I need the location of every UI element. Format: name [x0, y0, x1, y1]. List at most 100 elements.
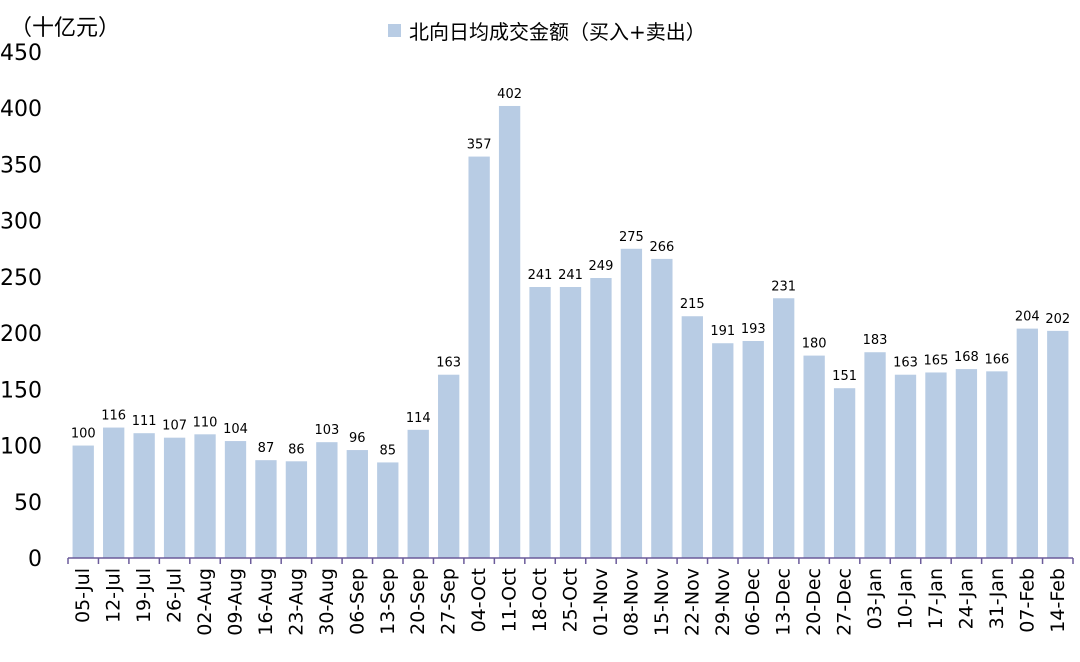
x-tick-label: 31-Jan [986, 568, 1008, 629]
data-label: 193 [741, 322, 766, 337]
y-tick-label: 350 [0, 153, 42, 178]
x-tick-label: 15-Nov [651, 568, 673, 636]
y-tick-label: 250 [0, 266, 42, 291]
x-tick-label: 04-Oct [468, 568, 490, 632]
bar [377, 462, 399, 558]
x-tick-label: 16-Aug [255, 568, 277, 636]
x-tick-label: 13-Dec [773, 568, 795, 636]
bar [163, 437, 186, 558]
y-tick-label: 300 [0, 210, 42, 235]
data-label: 168 [954, 350, 979, 365]
legend: 北向日均成交金额（买入+卖出） [388, 16, 706, 45]
bar [833, 388, 856, 558]
data-label: 110 [193, 415, 218, 430]
legend-label: 北向日均成交金额（买入+卖出） [409, 20, 706, 44]
bar [712, 343, 734, 558]
x-tick-label: 05-Jul [72, 568, 94, 623]
y-tick-label: 200 [0, 322, 42, 347]
bar [559, 287, 582, 558]
y-tick-label: 150 [0, 378, 42, 403]
x-tick-label: 20-Sep [407, 568, 429, 635]
data-label: 215 [680, 297, 705, 312]
data-label: 114 [406, 411, 431, 426]
x-tick-label: 19-Jul [133, 568, 155, 623]
bar [742, 340, 764, 558]
y-tick-label: 100 [0, 435, 42, 460]
y-tick-label: 50 [14, 491, 42, 516]
data-label: 183 [863, 333, 888, 348]
data-label: 241 [528, 268, 553, 283]
data-label: 266 [649, 240, 674, 255]
x-tick-label: 10-Jan [895, 568, 917, 629]
x-tick-label: 11-Oct [499, 568, 521, 632]
x-tick-label: 14-Feb [1047, 568, 1069, 633]
data-label: 165 [924, 353, 949, 368]
bar [1047, 330, 1069, 558]
data-label: 85 [379, 443, 396, 458]
y-tick-label: 400 [0, 97, 42, 122]
data-label: 275 [619, 230, 644, 245]
x-tick-label: 20-Dec [803, 568, 825, 636]
data-label: 180 [802, 337, 827, 352]
x-tick-label: 06-Sep [346, 568, 368, 635]
x-tick-label: 26-Jul [164, 568, 186, 623]
data-label: 116 [101, 409, 126, 424]
data-label: 249 [589, 259, 614, 274]
data-label: 166 [984, 352, 1009, 367]
y-axis-unit-label: （十亿元） [10, 16, 121, 41]
bar [681, 316, 703, 558]
bar [498, 105, 521, 559]
legend-swatch [388, 24, 401, 37]
x-tick-label: 23-Aug [285, 568, 307, 636]
data-label: 86 [288, 442, 305, 457]
bar [407, 429, 429, 558]
bar [925, 372, 947, 558]
data-label: 163 [893, 356, 918, 371]
x-tick-label: 27-Dec [834, 568, 856, 636]
bar [773, 298, 795, 558]
bar [894, 374, 917, 558]
data-label: 111 [132, 414, 157, 429]
x-tick-label: 25-Oct [560, 568, 582, 632]
x-tick-label: 02-Aug [194, 568, 216, 636]
data-label: 204 [1015, 310, 1040, 325]
data-label: 357 [467, 138, 492, 153]
data-label: 241 [558, 268, 583, 283]
x-tick-label: 03-Jan [864, 568, 886, 629]
data-label: 202 [1045, 312, 1070, 327]
x-tick-label: 07-Feb [1016, 568, 1038, 633]
bar [438, 374, 460, 558]
data-label: 151 [832, 369, 857, 384]
bar [590, 278, 612, 558]
y-tick-label: 450 [0, 41, 42, 66]
y-tick-label: 0 [28, 547, 42, 572]
x-tick-label: 22-Nov [681, 568, 703, 636]
data-label: 163 [436, 356, 461, 371]
x-tick-label: 24-Jan [955, 568, 977, 629]
x-tick-label: 30-Aug [316, 568, 338, 636]
x-tick-label: 27-Sep [438, 568, 460, 635]
bar [255, 460, 277, 558]
bar [346, 450, 368, 558]
data-label: 402 [497, 87, 522, 102]
data-label: 191 [710, 324, 735, 339]
x-tick-label: 17-Jan [925, 568, 947, 629]
bar [316, 442, 338, 558]
x-tick-label: 12-Jul [103, 568, 125, 623]
bar [194, 434, 216, 558]
bar [620, 248, 643, 558]
bar [651, 258, 673, 558]
bar [468, 156, 490, 558]
x-tick-label: 01-Nov [590, 568, 612, 636]
data-label: 103 [314, 423, 339, 438]
bar [285, 461, 308, 558]
bar [224, 441, 247, 558]
data-label: 231 [771, 279, 796, 294]
x-tick-label: 18-Oct [529, 568, 551, 632]
bar [529, 287, 551, 558]
x-tick-label: 29-Nov [712, 568, 734, 636]
bar [72, 445, 94, 558]
x-tick-label: 13-Sep [377, 568, 399, 635]
data-label: 96 [349, 431, 366, 446]
